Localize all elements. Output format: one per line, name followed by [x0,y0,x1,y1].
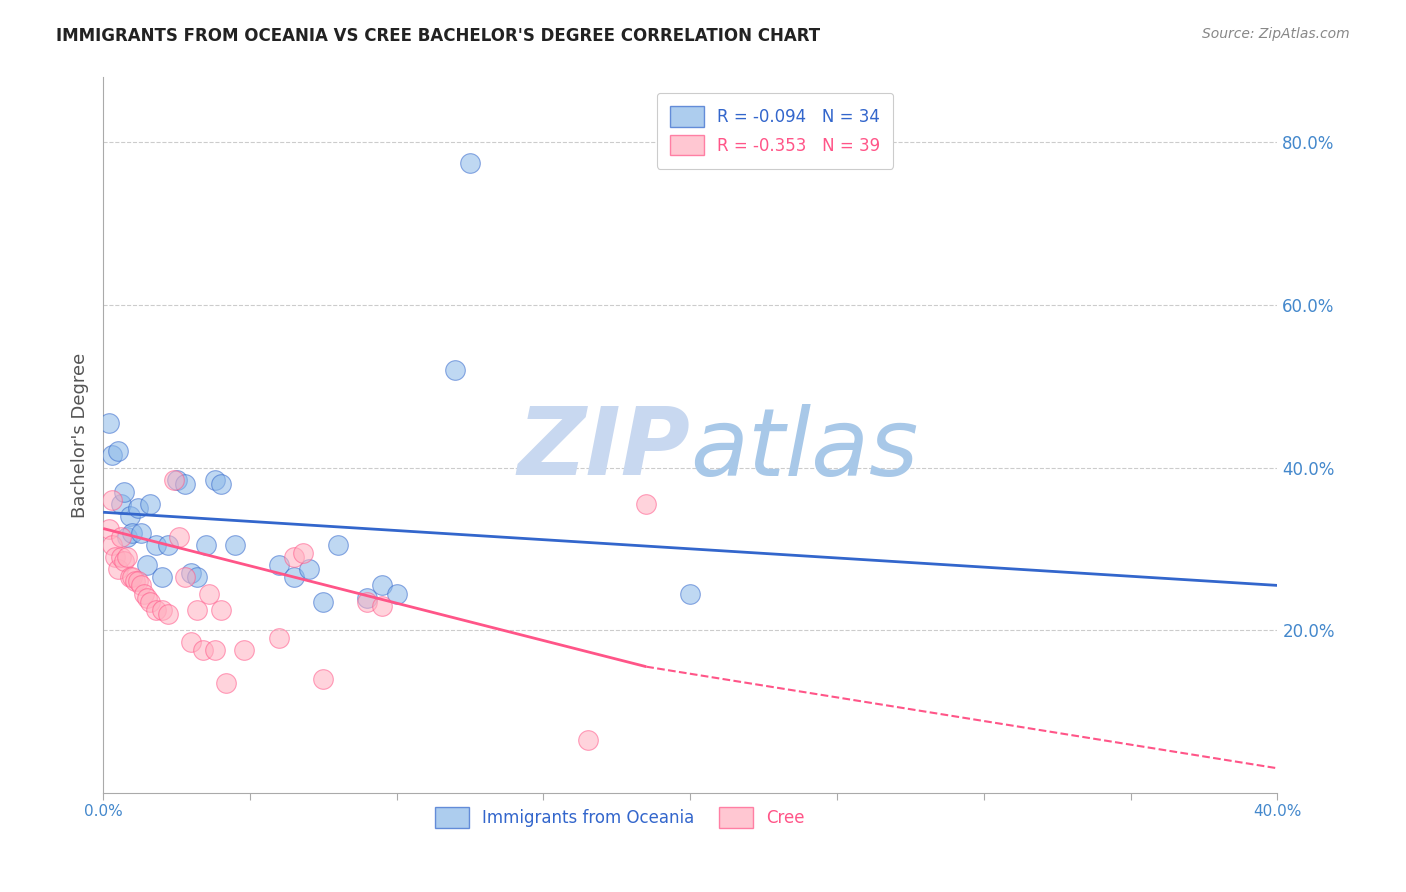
Point [233,643,256,657]
Point [576,732,599,747]
Point [224,538,246,552]
Point [101,538,124,552]
Point [191,643,214,657]
Point [371,599,394,613]
Point [174,476,197,491]
Text: Source: ZipAtlas.com: Source: ZipAtlas.com [1202,27,1350,41]
Point [145,538,167,552]
Point [180,566,202,581]
Point [194,538,217,552]
Text: ZIP: ZIP [517,403,690,495]
Point [136,591,159,605]
Point [169,530,191,544]
Point [283,570,305,584]
Point [129,578,152,592]
Point [139,595,162,609]
Point [118,509,141,524]
Point [134,586,156,600]
Point [162,473,184,487]
Point [112,554,135,568]
Point [458,155,481,169]
Point [127,574,149,589]
Point [124,574,146,589]
Point [129,525,152,540]
Point [283,549,305,564]
Point [636,497,658,511]
Point [107,562,129,576]
Point [180,635,202,649]
Legend: Immigrants from Oceania, Cree: Immigrants from Oceania, Cree [429,801,811,834]
Point [326,538,349,552]
Point [110,497,132,511]
Point [356,591,378,605]
Point [150,570,173,584]
Point [371,578,394,592]
Point [121,525,143,540]
Point [269,558,291,573]
Point [98,522,121,536]
Point [298,562,321,576]
Point [101,493,124,508]
Point [118,570,141,584]
Point [204,473,226,487]
Point [145,603,167,617]
Point [156,538,179,552]
Point [156,607,179,621]
Point [356,595,378,609]
Point [121,570,143,584]
Point [115,530,138,544]
Point [312,672,335,686]
Point [679,586,702,600]
Point [204,643,226,657]
Point [101,448,124,462]
Text: IMMIGRANTS FROM OCEANIA VS CREE BACHELOR'S DEGREE CORRELATION CHART: IMMIGRANTS FROM OCEANIA VS CREE BACHELOR… [56,27,820,45]
Point [209,476,232,491]
Point [112,485,135,500]
Point [127,501,149,516]
Point [110,530,132,544]
Point [166,473,188,487]
Point [110,549,132,564]
Point [209,603,232,617]
Point [104,549,127,564]
Point [269,632,291,646]
Point [385,586,408,600]
Point [186,570,208,584]
Y-axis label: Bachelor's Degree: Bachelor's Degree [72,352,89,517]
Point [136,558,159,573]
Point [150,603,173,617]
Point [291,546,314,560]
Point [312,595,335,609]
Point [107,444,129,458]
Point [115,549,138,564]
Text: atlas: atlas [690,404,918,495]
Point [186,603,208,617]
Point [198,586,221,600]
Point [174,570,197,584]
Point [139,497,162,511]
Point [98,416,121,430]
Point [444,363,467,377]
Point [215,676,238,690]
